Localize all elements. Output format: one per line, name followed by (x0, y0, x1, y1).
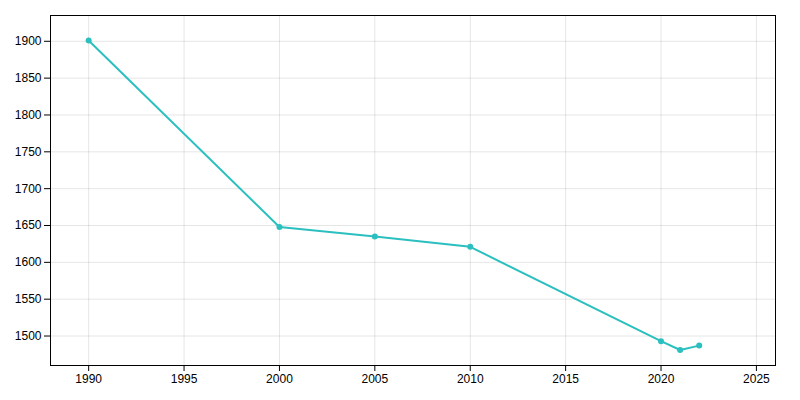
svg-text:2015: 2015 (552, 372, 579, 386)
svg-text:1850: 1850 (15, 71, 42, 85)
svg-text:2025: 2025 (743, 372, 770, 386)
svg-text:1995: 1995 (171, 372, 198, 386)
svg-text:2005: 2005 (361, 372, 388, 386)
svg-text:1700: 1700 (15, 181, 42, 195)
svg-text:1990: 1990 (75, 372, 102, 386)
svg-text:1500: 1500 (15, 329, 42, 343)
svg-text:1750: 1750 (15, 145, 42, 159)
svg-text:2010: 2010 (457, 372, 484, 386)
svg-text:1800: 1800 (15, 108, 42, 122)
svg-text:1600: 1600 (15, 255, 42, 269)
svg-text:2020: 2020 (648, 372, 675, 386)
svg-text:1550: 1550 (15, 292, 42, 306)
svg-text:2000: 2000 (266, 372, 293, 386)
svg-text:1900: 1900 (15, 34, 42, 48)
svg-text:1650: 1650 (15, 218, 42, 232)
